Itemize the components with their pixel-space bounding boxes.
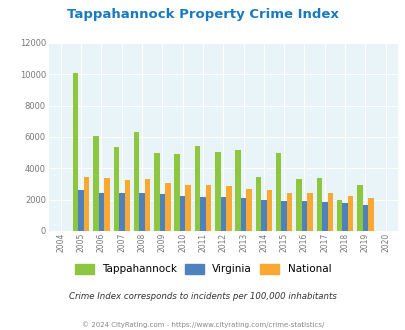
Bar	[119, 193, 124, 231]
Bar	[246, 189, 251, 231]
Bar	[179, 196, 185, 231]
Bar	[194, 147, 200, 231]
Bar	[165, 183, 170, 231]
Bar	[134, 132, 139, 231]
Bar	[341, 203, 347, 231]
Bar	[367, 198, 373, 231]
Bar	[255, 177, 260, 231]
Bar	[336, 200, 341, 231]
Bar	[226, 185, 231, 231]
Bar	[296, 179, 301, 231]
Bar	[200, 197, 205, 231]
Bar	[281, 201, 286, 231]
Bar	[73, 73, 78, 231]
Bar	[174, 154, 179, 231]
Bar	[93, 136, 98, 231]
Bar	[316, 179, 321, 231]
Bar	[240, 198, 246, 231]
Text: Crime Index corresponds to incidents per 100,000 inhabitants: Crime Index corresponds to incidents per…	[69, 292, 336, 301]
Bar	[215, 152, 220, 231]
Bar	[356, 185, 362, 231]
Bar	[235, 150, 240, 231]
Bar	[301, 201, 307, 231]
Bar	[113, 147, 119, 231]
Bar	[275, 153, 281, 231]
Text: Tappahannock Property Crime Index: Tappahannock Property Crime Index	[67, 8, 338, 21]
Bar	[260, 200, 266, 231]
Bar	[362, 205, 367, 231]
Bar	[145, 179, 150, 231]
Bar	[307, 193, 312, 231]
Text: © 2024 CityRating.com - https://www.cityrating.com/crime-statistics/: © 2024 CityRating.com - https://www.city…	[82, 322, 323, 328]
Bar	[266, 190, 271, 231]
Bar	[220, 197, 226, 231]
Bar	[84, 177, 89, 231]
Legend: Tappahannock, Virginia, National: Tappahannock, Virginia, National	[75, 264, 330, 275]
Bar	[205, 185, 211, 231]
Bar	[327, 193, 332, 231]
Bar	[321, 202, 327, 231]
Bar	[139, 193, 145, 231]
Bar	[347, 196, 352, 231]
Bar	[159, 194, 165, 231]
Bar	[154, 152, 159, 231]
Bar	[185, 185, 190, 231]
Bar	[104, 179, 109, 231]
Bar	[78, 190, 84, 231]
Bar	[124, 180, 130, 231]
Bar	[286, 193, 292, 231]
Bar	[98, 193, 104, 231]
